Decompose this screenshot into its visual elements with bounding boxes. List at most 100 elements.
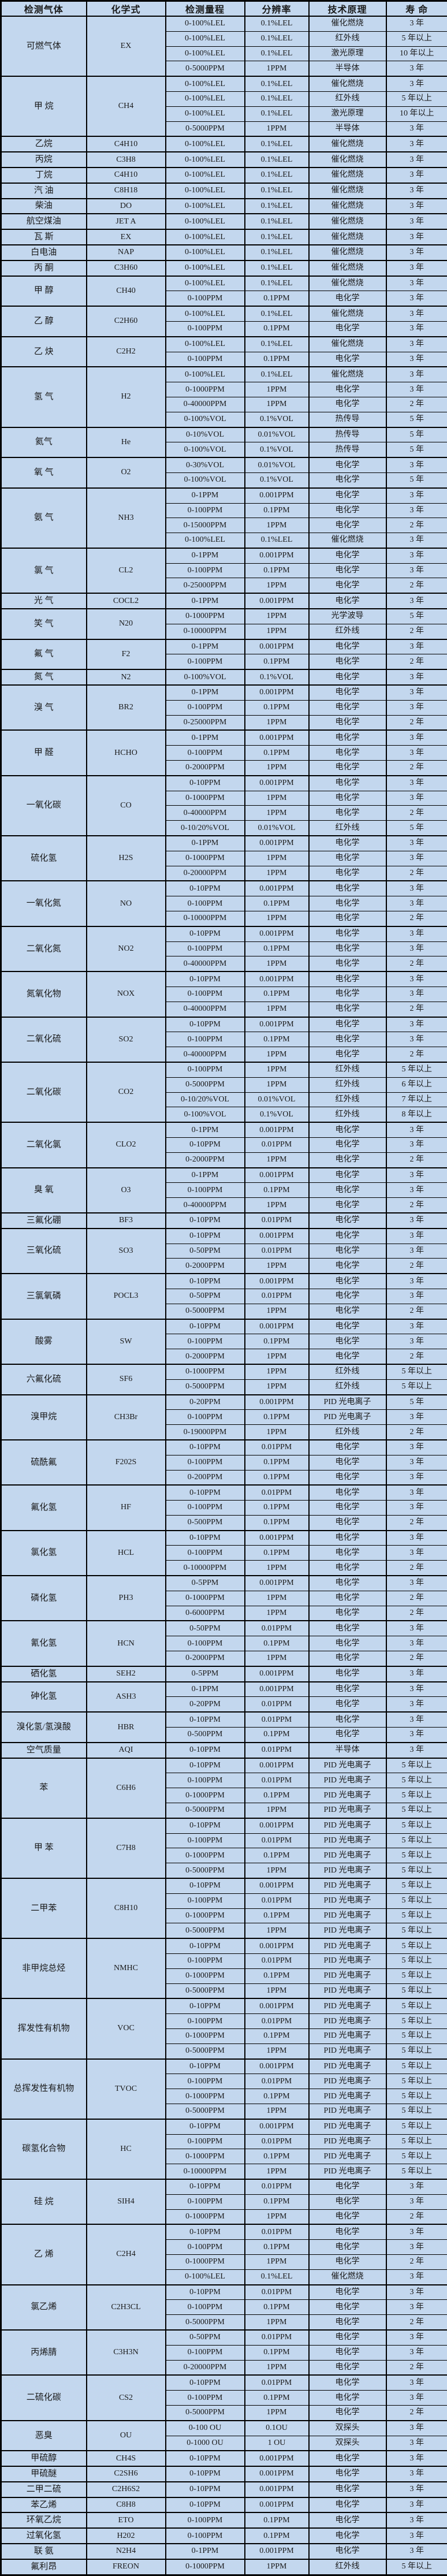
principle-cell: PID 光电离子 — [309, 1923, 386, 1938]
life-cell: 3 年 — [386, 337, 447, 352]
principle-cell: 催化燃烧 — [309, 136, 386, 152]
resolution-cell: 1PPM — [245, 851, 309, 866]
gas-name-cell: 硅 烷 — [1, 2179, 87, 2224]
range-cell: 0-100%VOL — [166, 1107, 245, 1122]
life-cell: 3 年 — [386, 881, 447, 896]
principle-cell: 电化学 — [309, 1017, 386, 1032]
resolution-cell: 0.001PPM — [245, 776, 309, 791]
life-cell: 2 年 — [386, 578, 447, 593]
range-cell: 0-2000PPM — [166, 761, 245, 776]
chemical-formula-cell: SO3 — [87, 1229, 166, 1274]
principle-cell: 热传导 — [309, 412, 386, 427]
range-cell: 0-100PPM — [166, 2240, 245, 2255]
gas-name-cell: 砷化氢 — [1, 1682, 87, 1713]
chemical-formula-cell: HCN — [87, 1621, 166, 1666]
gas-name-cell: 氯乙烯 — [1, 2285, 87, 2330]
range-cell: 0-100%LEL — [166, 152, 245, 167]
range-cell: 0-100PPM — [166, 1833, 245, 1848]
resolution-cell: 0.01%VOL — [245, 427, 309, 442]
resolution-cell: 1 OU — [245, 2436, 309, 2451]
principle-cell: 电化学 — [309, 1440, 386, 1455]
resolution-cell: 0.1PPM — [245, 2391, 309, 2406]
principle-cell: PID 光电离子 — [309, 1848, 386, 1863]
range-cell: 0-2000PPM — [166, 1651, 245, 1666]
principle-cell: 电化学 — [309, 2224, 386, 2239]
range-cell: 0-1000PPM — [166, 1968, 245, 1983]
resolution-cell: 0.1PPM — [245, 700, 309, 715]
resolution-cell: 1PPM — [245, 1002, 309, 1017]
resolution-cell: 1PPM — [245, 911, 309, 926]
life-cell: 5 年以上 — [386, 1818, 447, 1833]
resolution-cell: 0.1%LEL — [245, 136, 309, 152]
principle-cell: 电化学 — [309, 836, 386, 851]
gas-name-cell: 氧 气 — [1, 457, 87, 488]
resolution-cell: 1PPM — [245, 1591, 309, 1606]
range-cell: 0-10PPM — [166, 1274, 245, 1289]
gas-name-cell: 臭 氧 — [1, 1168, 87, 1213]
life-cell: 5 年以上 — [386, 1803, 447, 1818]
life-cell: 3 年 — [386, 2240, 447, 2255]
gas-name-cell: 二氧化氯 — [1, 1122, 87, 1167]
chemical-formula-cell: C2H2 — [87, 337, 166, 367]
chemical-formula-cell: BF3 — [87, 1213, 166, 1229]
life-cell: 5 年以上 — [386, 2014, 447, 2029]
range-cell: 0-100%LEL — [166, 167, 245, 183]
resolution-cell: 0.1PPM — [245, 654, 309, 669]
principle-cell: 半导体 — [309, 1743, 386, 1758]
principle-cell: 红外线 — [309, 1364, 386, 1379]
resolution-cell: 0.1PPM — [245, 1032, 309, 1047]
range-cell: 0-500PPM — [166, 1515, 245, 1530]
resolution-cell: 0.001PPM — [245, 685, 309, 700]
life-cell: 3 年 — [386, 1122, 447, 1137]
resolution-cell: 0.1PPM — [245, 2300, 309, 2315]
chemical-formula-cell: NO2 — [87, 926, 166, 971]
principle-cell: 电化学 — [309, 881, 386, 896]
chemical-formula-cell: JET A — [87, 214, 166, 229]
principle-cell: 红外线 — [309, 1077, 386, 1092]
life-cell: 2 年 — [386, 1515, 447, 1530]
life-cell: 5 年以上 — [386, 91, 447, 106]
principle-cell: PID 光电离子 — [309, 1395, 386, 1410]
range-cell: 0-100%LEL — [166, 245, 245, 260]
range-cell: 0-100PPM — [166, 1954, 245, 1969]
range-cell: 0-5PPM — [166, 1666, 245, 1682]
resolution-cell: 0.01%VOL — [245, 457, 309, 472]
range-cell: 0-10PPM — [166, 1229, 245, 1244]
gas-name-cell: 氮氧化物 — [1, 971, 87, 1017]
principle-cell: 电化学 — [309, 1002, 386, 1017]
principle-cell: 催化燃烧 — [309, 16, 386, 31]
range-cell: 0-10PPM — [166, 1531, 245, 1546]
principle-cell: 双探头 — [309, 2421, 386, 2436]
range-cell: 0-20000PPM — [166, 2360, 245, 2375]
life-cell: 3 年 — [386, 260, 447, 276]
gas-name-cell: 硫化氢 — [1, 836, 87, 881]
resolution-cell: 0.1%LEL — [245, 260, 309, 276]
range-cell: 0-2000PPM — [166, 1259, 245, 1274]
chemical-formula-cell: C8H18 — [87, 183, 166, 199]
range-cell: 0-10PPM — [166, 1712, 245, 1727]
range-cell: 0-100PPM — [166, 1410, 245, 1425]
resolution-cell: 0.001PPM — [245, 1682, 309, 1697]
chemical-formula-cell: OU — [87, 2421, 166, 2451]
gas-name-cell: 过氧化氢 — [1, 2528, 87, 2544]
principle-cell: 电化学 — [309, 1728, 386, 1743]
chemical-formula-cell: HCL — [87, 1531, 166, 1576]
resolution-cell: 1PPM — [245, 1047, 309, 1062]
chemical-formula-cell: VOC — [87, 1998, 166, 2058]
principle-cell: 电化学 — [309, 1682, 386, 1697]
principle-cell: 电化学 — [309, 2497, 386, 2513]
range-cell: 0-10PPM — [166, 881, 245, 896]
principle-cell: 电化学 — [309, 457, 386, 472]
table-header: 检测气体化学式检测量程分辨率技术原理寿 命 — [1, 1, 447, 17]
resolution-cell: 0.001PPM — [245, 2482, 309, 2497]
life-cell: 3 年 — [386, 1470, 447, 1485]
